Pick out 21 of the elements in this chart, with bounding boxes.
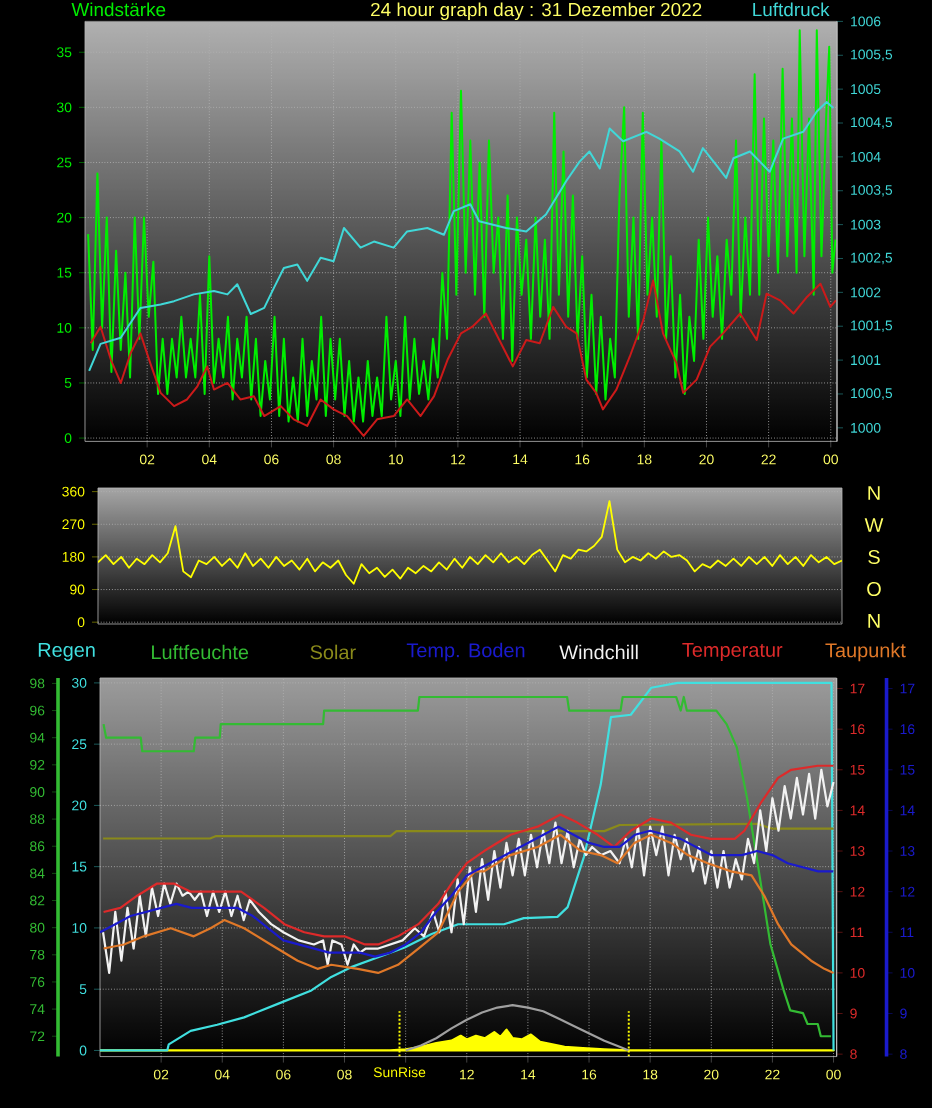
line-series [87,29,837,423]
line-series [98,500,842,585]
line-series [89,279,837,437]
text: Windchill [559,644,638,660]
chart-title: 24 hour graph day : 31 Dezember 2022 [371,2,702,21]
text: Regen [38,643,95,661]
text: Solar [310,644,356,660]
y-axis-title: Windstärke [71,2,166,17]
line-series [101,822,835,840]
text: Taupunkt [825,642,906,662]
text: S [868,549,880,565]
y2-axis-title: Luftdruck [753,2,830,17]
text: W [864,518,884,532]
text: Temp. Boden [406,642,525,662]
line-series [102,833,835,974]
text: Temperatur [682,643,783,661]
text: Luftfeuchte [152,644,249,660]
text: N [868,614,880,628]
text: O [867,581,881,597]
text: N [868,486,880,500]
line-series [88,101,835,372]
